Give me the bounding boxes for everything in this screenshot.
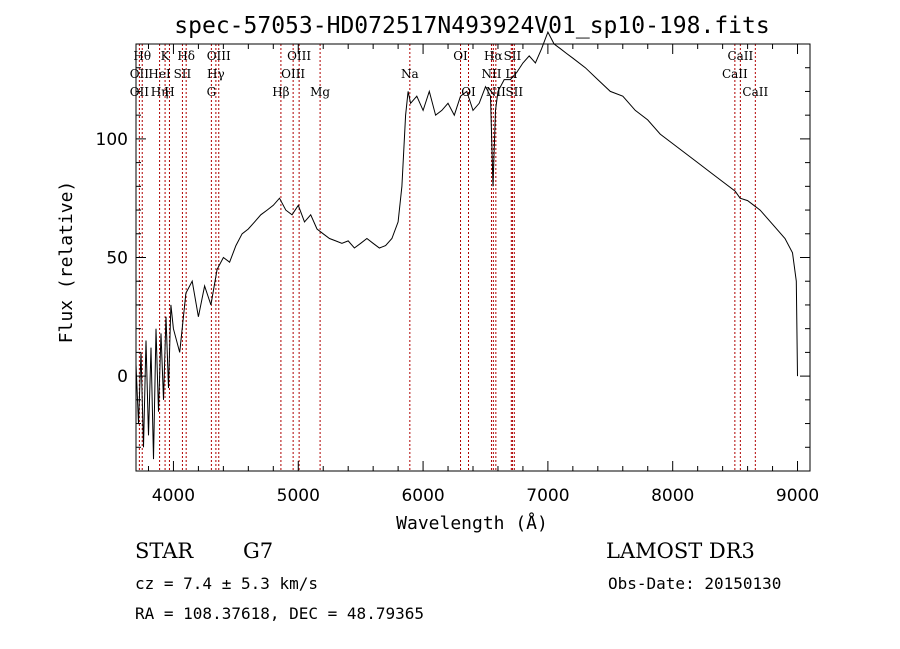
spectrum-line <box>135 30 798 460</box>
survey-name: LAMOST DR3 <box>606 539 755 563</box>
chart-title: spec-57053-HD072517N493924V01_sp10-198.f… <box>174 13 769 39</box>
x-axis-ticks: 4000 5000 6000 7000 8000 9000 <box>147 44 819 506</box>
x-axis-label: Wavelength (Å) <box>396 512 548 534</box>
line-label: SII <box>504 49 522 63</box>
x-tick-label: 6000 <box>401 486 444 506</box>
y-tick-label: 50 <box>106 249 128 269</box>
line-label: SII <box>505 85 523 99</box>
y-tick-label: 100 <box>96 130 128 150</box>
x-tick-label: 9000 <box>776 486 819 506</box>
line-label: OIII <box>207 49 231 63</box>
line-label: OII <box>130 85 150 99</box>
line-label: CaII <box>722 67 748 81</box>
line-label: Mg <box>310 85 330 99</box>
line-label: Hδ <box>177 49 195 63</box>
line-label: H <box>164 85 174 99</box>
line-label: Hη <box>151 85 169 99</box>
line-label: Hθ <box>133 49 151 63</box>
line-label: Hβ <box>272 85 289 99</box>
line-label: K <box>161 49 171 63</box>
coordinates: RA = 108.37618, DEC = 48.79365 <box>135 604 424 623</box>
line-label: OII <box>130 67 150 81</box>
y-axis-ticks: 0 50 100 <box>96 67 810 448</box>
x-tick-label: 8000 <box>651 486 694 506</box>
line-label: NII <box>486 85 506 99</box>
line-label: HeI <box>148 67 171 81</box>
redshift-cz: cz = 7.4 ± 5.3 km/s <box>135 574 319 593</box>
object-class: STAR <box>135 539 194 563</box>
plot-frame <box>135 43 811 472</box>
obs-date: Obs-Date: 20150130 <box>608 574 782 593</box>
line-label: OIII <box>281 67 305 81</box>
object-subclass: G7 <box>243 539 274 563</box>
line-label: CaII <box>727 49 753 63</box>
line-label: CaII <box>742 85 768 99</box>
line-label: Li <box>505 67 517 81</box>
y-axis-label: Flux (relative) <box>56 181 77 344</box>
x-tick-label: 4000 <box>152 486 195 506</box>
line-label: SII <box>174 67 192 81</box>
line-label: Hα <box>484 49 503 63</box>
line-label: OIII <box>287 49 311 63</box>
x-tick-label: 7000 <box>526 486 569 506</box>
line-label: Na <box>401 67 419 81</box>
line-label: OI <box>453 49 468 63</box>
line-label: NII <box>481 67 501 81</box>
line-label: Hγ <box>207 67 225 81</box>
line-label: G <box>207 85 217 99</box>
x-tick-label: 5000 <box>277 486 320 506</box>
emission-line-labels: OIIOIIHθHηHeIKHSIIHδGHγOIIIHβOIIIOIIIMgN… <box>130 49 769 99</box>
line-label: OI <box>461 85 476 99</box>
y-tick-label: 0 <box>117 367 128 387</box>
